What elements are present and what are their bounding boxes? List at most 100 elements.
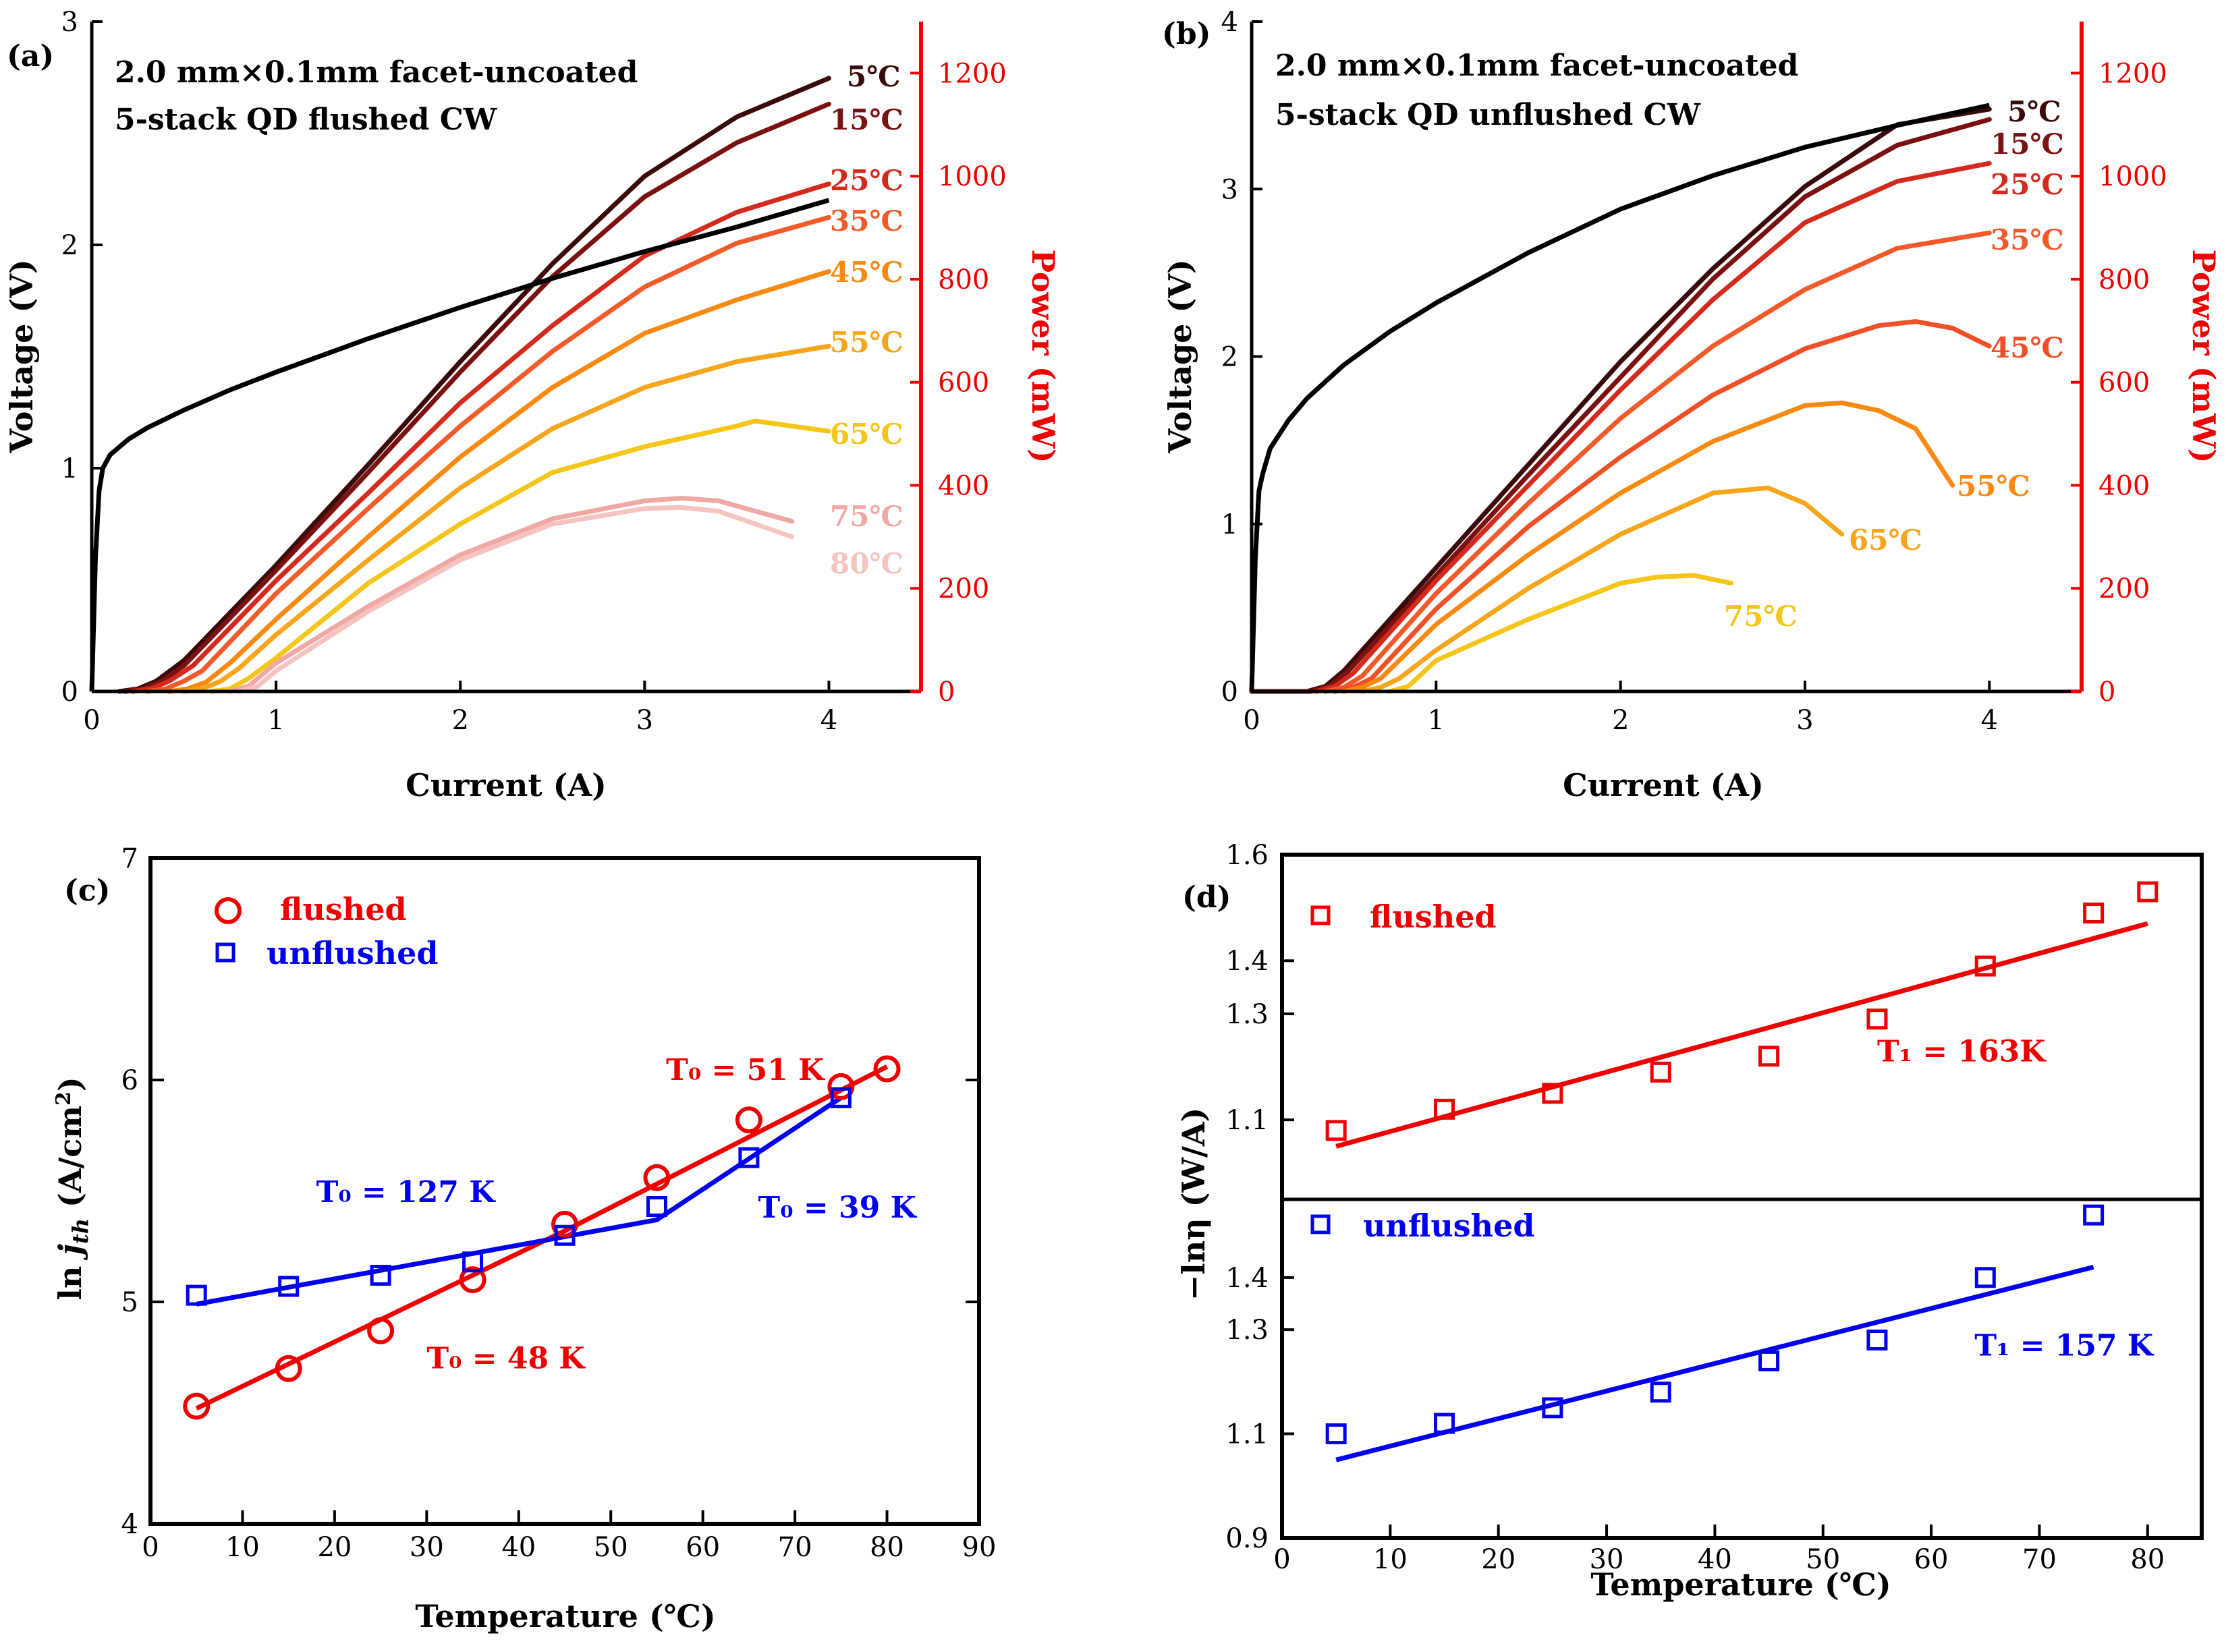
point-unflushed	[646, 1196, 667, 1218]
point-unflushed	[1434, 1413, 1455, 1434]
x-tick-label: 4	[820, 705, 837, 736]
y2-tick-label: 1000	[938, 161, 1007, 192]
x-tick-label: 50	[1806, 1544, 1840, 1575]
power-line-75-label: 75℃	[1724, 600, 1798, 633]
point-unflushed	[738, 1147, 760, 1168]
panel-a-title-line1: 2.0 mm×0.1mm facet-uncoated	[115, 55, 638, 90]
y-tick-label: 1	[61, 453, 78, 484]
power-line-45	[167, 269, 831, 694]
annotation-t0-2: T₀ = 39 K	[758, 1191, 918, 1225]
y2-tick-label: 800	[938, 264, 989, 295]
annotation-t1-flushed: T₁ = 163K	[1877, 1035, 2047, 1069]
point-unflushed	[1974, 1267, 1996, 1288]
panel-d-ylabel: −lnη (W/A)	[1175, 1108, 1212, 1301]
panel-b-y2label: Power (mW)	[2186, 249, 2222, 463]
y2-tick-label: 200	[938, 573, 989, 604]
x-tick-label: 4	[1981, 705, 1998, 736]
x-tick-label: 3	[1796, 705, 1813, 736]
power-line-75	[227, 496, 795, 694]
fit-line-flushed	[195, 1064, 889, 1411]
y2-tick-label: 400	[2098, 470, 2150, 501]
x-tick-label: 90	[962, 1532, 997, 1563]
power-line-45	[1332, 319, 1992, 694]
power-line-65	[1360, 485, 1845, 694]
x-tick-label: 80	[870, 1532, 904, 1563]
x-tick-label: 2	[451, 705, 468, 736]
voltage-line	[89, 198, 830, 692]
point-unflushed	[186, 1284, 207, 1306]
power-line-35-label: 35℃	[1991, 223, 2064, 256]
power-line-25-label: 25℃	[1991, 168, 2064, 201]
y-tick-label: 1.3	[1225, 1315, 1269, 1346]
x-tick-label: 20	[1481, 1544, 1515, 1575]
legend-flushed-label: flushed	[280, 891, 407, 928]
point-flushed	[1866, 1008, 1888, 1030]
x-tick-label: 30	[410, 1532, 444, 1563]
power-line-25-label: 25℃	[830, 164, 903, 197]
x-tick-label: 40	[1698, 1544, 1732, 1575]
x-tick-label: 0	[83, 705, 100, 736]
power-line-75-label: 75℃	[830, 500, 903, 533]
y2-tick-label: 0	[938, 677, 955, 708]
legend-d-unflushed-label: unflushed	[1363, 1207, 1535, 1244]
panel-c: T₀ = 51 K T₀ = 127 K T₀ = 39 K T₀ = 48 K 0 1…	[52, 843, 996, 1634]
y2-tick-label: 400	[938, 470, 989, 501]
panel-c-label: (c)	[64, 874, 110, 908]
panel-c-legend: flushed unflushed	[215, 891, 439, 971]
panel-a-y2label: Power (mW)	[1025, 249, 1061, 463]
point-flushed	[873, 1055, 901, 1083]
power-line-15-label: 15℃	[1991, 127, 2064, 161]
panel-b-title-line1: 2.0 mm×0.1mm facet-uncoated	[1275, 49, 1798, 83]
y2-tick-label: 600	[938, 368, 989, 399]
y-tick-label: 1	[1221, 509, 1238, 540]
panel-c-ylabel: ln jth (A/cm2)	[52, 1077, 93, 1300]
panel-b-title-line2: 5-stack QD unflushed CW	[1275, 98, 1701, 132]
point-flushed	[1325, 1120, 1347, 1141]
power-line-65-label: 65℃	[1849, 523, 1922, 557]
x-tick-label: 60	[1914, 1544, 1949, 1575]
annotation-t0-1: T₀ = 127 K	[316, 1175, 497, 1209]
x-tick-label: 50	[594, 1532, 628, 1563]
point-unflushed	[1866, 1330, 1888, 1351]
point-unflushed	[554, 1224, 576, 1246]
point-flushed	[2137, 881, 2159, 903]
point-unflushed	[462, 1251, 484, 1273]
annotation-t0-0: T₀ = 51 K	[666, 1053, 825, 1087]
power-line-75	[1387, 573, 1734, 694]
y2-tick-label: 200	[2098, 573, 2150, 604]
legend-d-flushed-label: flushed	[1370, 899, 1497, 935]
panel-b-ylabel: Voltage (V)	[1162, 259, 1198, 453]
x-tick-label: 0	[1243, 705, 1260, 736]
x-tick-label: 1	[1428, 705, 1445, 736]
point-flushed	[367, 1317, 395, 1344]
y-tick-label: 0.9	[1225, 1523, 1269, 1554]
panel-d-legend: flushed unflushed	[1310, 899, 1535, 1244]
y-tick-label: 1.4	[1225, 1263, 1269, 1294]
power-line-45-label: 45℃	[830, 256, 903, 289]
point-unflushed	[1758, 1350, 1780, 1371]
y-tick-label: 1.4	[1225, 946, 1269, 977]
y2-tick-label: 0	[2098, 677, 2115, 708]
power-line-35	[1323, 230, 1992, 694]
y-tick-label: 1.6	[1225, 840, 1269, 871]
point-flushed	[735, 1106, 762, 1134]
x-tick-label: 30	[1590, 1544, 1624, 1575]
panel-b-xlabel: Current (A)	[1563, 767, 1764, 803]
fit-line-unflushed	[1335, 1265, 2094, 1462]
y2-tick-label: 1200	[2098, 58, 2167, 89]
panel-d: T₁ = 163K T₁ = 157 K 0 10 20 30 40 50 60 70 80 1.1…	[1175, 840, 2204, 1603]
point-flushed	[459, 1266, 486, 1294]
point-unflushed	[830, 1087, 852, 1108]
panel-b-label: (b)	[1162, 17, 1211, 51]
point-flushed	[1650, 1061, 1671, 1083]
x-tick-label: 10	[225, 1532, 260, 1563]
power-line-80-label: 80℃	[830, 547, 903, 580]
y2-tick-label: 800	[2098, 264, 2150, 295]
panel-a-title-line2: 5-stack QD flushed CW	[115, 103, 497, 137]
y-tick-label: 4	[1221, 7, 1238, 38]
power-line-35-label: 35℃	[830, 204, 903, 237]
point-flushed	[2083, 902, 2105, 923]
x-tick-label: 2	[1612, 705, 1629, 736]
point-flushed	[551, 1210, 578, 1238]
